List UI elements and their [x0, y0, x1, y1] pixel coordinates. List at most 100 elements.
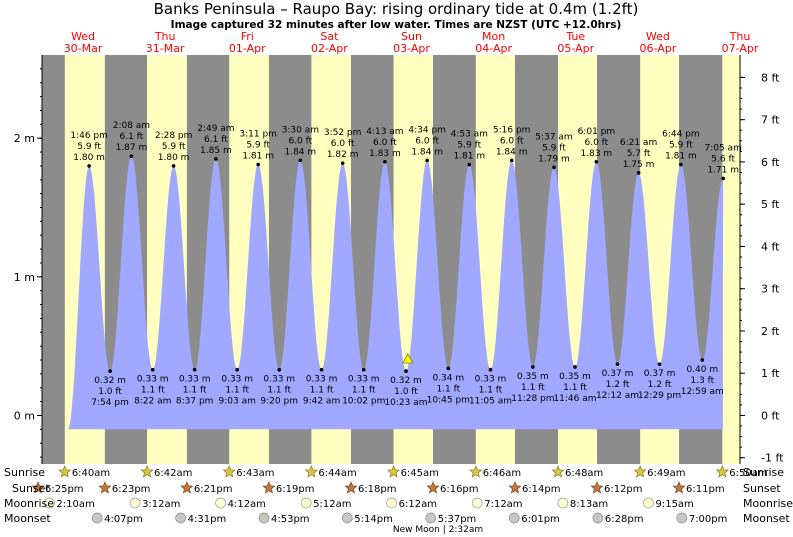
low-tide-m-label: 0.33 m — [348, 375, 380, 385]
low-tide-point — [150, 367, 155, 372]
day-weekday-label: Sun — [401, 30, 422, 43]
high-tide-point — [679, 162, 683, 167]
sunset-time: 6:18pm — [358, 484, 397, 495]
axes: 0 m 1 m 2 m -1 ft 0 ft 1 ft 2 ft 3 ft 4 ft 5 ft 6 … — [14, 68, 784, 465]
low-tide-ft-label: 1.1 ft — [479, 386, 503, 396]
moonset-time: 5:37pm — [438, 514, 477, 525]
moon-phase-label: New Moon | 2:32am — [393, 525, 483, 535]
low-tide-point — [615, 362, 620, 366]
high-tide-point — [467, 162, 472, 167]
low-tide-ft-label: 1.1 ft — [310, 386, 334, 396]
high-tide-m-label: 1.87 m — [116, 143, 148, 153]
tide-curve — [67, 156, 724, 430]
sunrise-icon — [469, 465, 483, 478]
low-tide-ft-label: 1.1 ft — [183, 386, 207, 396]
low-tide-point — [277, 367, 282, 372]
low-tide-time-label: 9:20 pm — [260, 397, 298, 407]
high-tide-point — [129, 154, 134, 159]
moonrise-time: 7:12am — [484, 499, 522, 510]
high-tide-m-label: 1.85 m — [200, 146, 232, 156]
high-tide-m-label: 1.80 m — [73, 153, 105, 163]
low-tide-ft-label: 1.1 ft — [352, 386, 376, 396]
high-tide-time-label: 3:30 am — [282, 125, 319, 135]
day-weekday-label: Thu — [154, 30, 176, 43]
right-axis-tick-label: 0 ft — [761, 409, 780, 422]
low-tide-time-label: 10:45 pm — [427, 395, 470, 405]
sunset-time: 6:11pm — [686, 484, 725, 495]
high-tide-m-label: 1.84 m — [496, 147, 528, 157]
low-tide-point — [657, 362, 662, 366]
low-tide-ft-label: 1.2 ft — [648, 380, 672, 390]
moonset-icon — [341, 512, 353, 524]
moonrise-icon — [557, 497, 569, 509]
moonrise-time: 8:13am — [570, 499, 608, 510]
day-date-label: 06-Apr — [639, 42, 676, 55]
high-tide-time-label: 6:44 pm — [662, 130, 700, 140]
sunset-time: 6:14pm — [522, 484, 561, 495]
high-tide-m-label: 1.81 m — [242, 152, 274, 162]
right-axis-tick-label: 3 ft — [761, 283, 780, 296]
low-tide-m-label: 0.33 m — [179, 375, 211, 385]
low-tide-point — [235, 367, 240, 372]
moonrise-time: 5:12am — [313, 499, 351, 510]
sunrise-icon — [140, 465, 154, 478]
right-axis-tick-label: -1 ft — [761, 452, 784, 465]
high-tide-ft-label: 5.9 ft — [77, 142, 101, 152]
sunset-icon — [426, 481, 440, 494]
high-tide-time-label: 3:52 pm — [324, 128, 362, 138]
high-tide-point — [636, 171, 641, 175]
sunrise-row-label-left: Sunrise — [4, 466, 45, 479]
high-tide-time-label: 2:08 am — [113, 121, 150, 131]
moonset-icon — [508, 512, 520, 524]
high-tide-point — [425, 158, 429, 163]
low-tide-point — [404, 369, 408, 373]
moonrise-time: 6:12am — [399, 499, 437, 510]
sunrise-time: 6:43am — [236, 468, 274, 479]
day-date-label: 05-Apr — [557, 42, 594, 55]
moonrise-icon — [471, 497, 483, 509]
tide-labels: 1:46 pm5.9 ft1.80 m2:08 am6.1 ft1.87 m2:… — [70, 121, 742, 408]
sunrise-icon — [222, 465, 236, 478]
sunrise-icon — [715, 465, 729, 478]
high-tide-m-label: 1.71 m — [707, 165, 739, 175]
sunset-icon — [590, 481, 604, 494]
high-tide-m-label: 1.79 m — [538, 154, 570, 164]
sunrise-time: 6:42am — [154, 468, 192, 479]
sunset-time: 6:12pm — [604, 484, 643, 495]
sunset-icon — [98, 481, 112, 494]
high-tide-time-label: 5:16 pm — [493, 125, 531, 135]
high-tide-m-label: 1.83 m — [581, 149, 613, 159]
high-tide-ft-label: 5.9 ft — [542, 143, 566, 153]
moonset-icon — [592, 512, 604, 524]
low-tide-time-label: 11:05 am — [469, 397, 512, 407]
moonset-icon — [175, 512, 186, 524]
day-date-label: 04-Apr — [475, 42, 512, 55]
sunset-icon — [31, 481, 45, 494]
astronomy-rows: 6:40am 6:42am 6:43am 6:44am 6:45am 6:46am 6:48… — [31, 465, 768, 525]
high-tide-ft-label: 6.0 ft — [331, 139, 355, 149]
sunset-icon — [180, 481, 194, 494]
plot-frame — [41, 55, 741, 464]
moonrise-row-label-right: Moonrise — [743, 497, 793, 510]
low-tide-m-label: 0.33 m — [263, 375, 295, 385]
high-tide-ft-label: 5.9 ft — [162, 142, 186, 152]
low-tide-ft-label: 1.1 ft — [563, 383, 587, 393]
low-tide-time-label: 8:37 pm — [176, 397, 214, 407]
high-tide-point — [214, 157, 218, 161]
day-weekday-label: Wed — [71, 30, 95, 43]
chart-subtitle: Image captured 32 minutes after low wate… — [171, 19, 622, 31]
moonrise-row-label-left: Moonrise — [4, 497, 54, 510]
low-tide-time-label: 9:42 am — [303, 397, 340, 407]
low-tide-point — [108, 369, 112, 373]
high-tide-point — [552, 165, 556, 170]
low-tide-m-label: 0.32 m — [390, 376, 422, 386]
low-tide-time-label: 9:03 am — [219, 397, 256, 407]
low-tide-ft-label: 1.0 ft — [394, 387, 418, 397]
high-tide-ft-label: 6.0 ft — [373, 138, 397, 148]
high-tide-ft-label: 6.0 ft — [585, 138, 609, 148]
day-weekday-label: Sat — [320, 30, 339, 43]
day-date-label: 03-Apr — [393, 42, 430, 55]
low-tide-m-label: 0.33 m — [475, 375, 507, 385]
high-tide-point — [721, 176, 725, 181]
high-tide-ft-label: 6.0 ft — [415, 136, 439, 146]
